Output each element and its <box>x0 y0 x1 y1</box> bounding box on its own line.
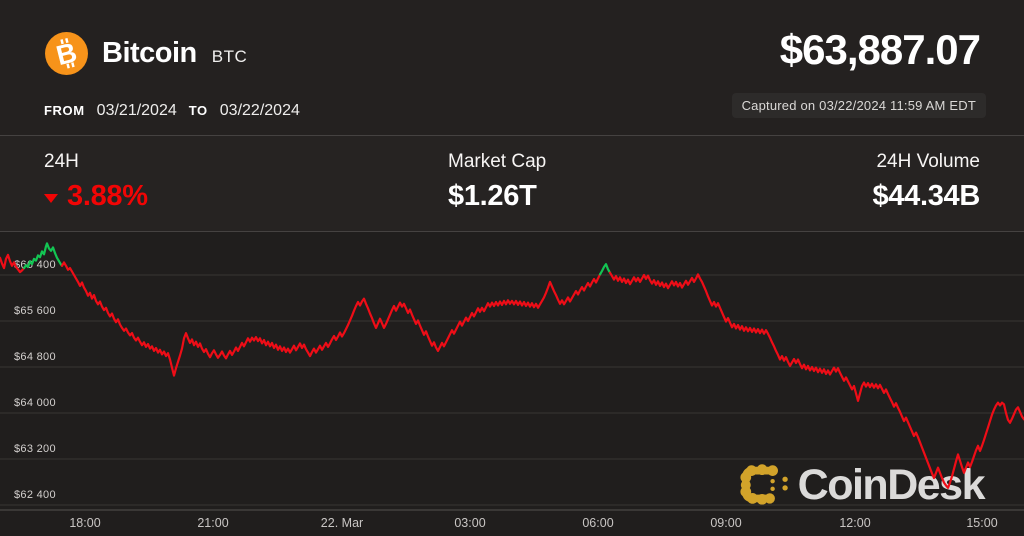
coin-ticker: BTC <box>211 47 248 66</box>
stats-band: 24H 3.88% Market Cap $1.26T 24H Volume $… <box>0 136 1024 231</box>
price-chart: $66 400 $65 600 $64 800 $64 000 $63 200 $62 4… <box>0 232 1024 536</box>
price-line-plot <box>0 242 1024 511</box>
x-axis-label: 12:00 <box>839 516 871 530</box>
x-axis-label: 06:00 <box>582 516 614 530</box>
to-date: 03/22/2024 <box>219 102 300 119</box>
y-axis-label: $65 600 <box>14 305 56 317</box>
volume-label: 24H Volume <box>876 151 980 172</box>
x-axis-label: 09:00 <box>710 516 742 530</box>
from-label: FROM <box>44 103 85 118</box>
change-label: 24H <box>44 151 79 172</box>
stat-market-cap: Market Cap $1.26T <box>448 151 547 212</box>
stat-24h-volume: 24H Volume $44.34B <box>872 151 980 212</box>
x-axis-label: 21:00 <box>197 516 229 530</box>
coindesk-logo-icon <box>740 464 788 505</box>
captured-timestamp: Captured on 03/22/2024 11:59 AM EDT <box>731 93 986 118</box>
x-axis-label: 22. Mar <box>320 516 364 530</box>
header: B Bitcoin BTC FROM 03/21/2024 TO 03/22/2… <box>0 0 1024 135</box>
coin-identity: B Bitcoin BTC <box>44 31 247 76</box>
x-axis-label: 18:00 <box>69 516 101 530</box>
market-cap-value: $1.26T <box>448 179 537 212</box>
x-axis-label: 03:00 <box>454 516 486 530</box>
coin-name: Bitcoin <box>102 37 197 69</box>
stat-24h-change: 24H 3.88% <box>44 151 148 212</box>
date-range: FROM 03/21/2024 TO 03/22/2024 <box>44 102 300 120</box>
divider-top <box>0 135 1024 136</box>
bitcoin-icon: B <box>45 32 88 75</box>
to-label: TO <box>188 103 208 118</box>
x-axis-label: 15:00 <box>966 516 998 530</box>
current-price: $63,887.07 <box>779 26 981 73</box>
change-value-row: 3.88% <box>44 179 148 212</box>
y-axis-label: $64 800 <box>14 351 56 363</box>
arrow-down-icon <box>44 193 58 203</box>
y-axis-label: $63 200 <box>14 443 56 455</box>
market-cap-label: Market Cap <box>448 151 547 172</box>
y-axis-label: $64 000 <box>14 397 56 409</box>
divider-bottom <box>0 231 1024 232</box>
y-axis-label: $62 400 <box>14 489 56 501</box>
from-date: 03/21/2024 <box>96 102 177 119</box>
change-percent: 3.88% <box>67 179 148 212</box>
volume-value: $44.34B <box>872 179 980 212</box>
